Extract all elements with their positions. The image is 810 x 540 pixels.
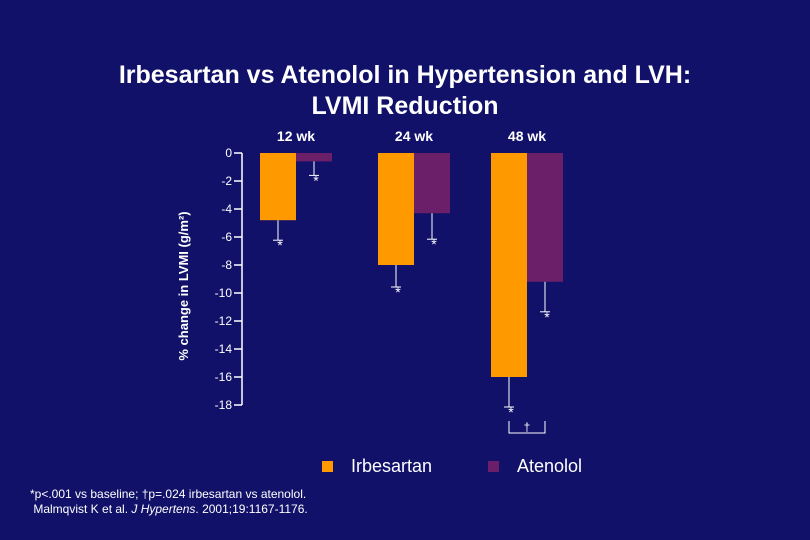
title-line-2: LVMI Reduction xyxy=(311,92,499,120)
significance-marker: * xyxy=(431,236,437,252)
bar-atenolol-12wk xyxy=(296,153,332,162)
slide-title: Irbesartan vs Atenolol in Hypertension a… xyxy=(0,60,810,122)
significance-marker: * xyxy=(395,284,401,300)
y-tick-label: -6 xyxy=(221,230,232,244)
y-tick-label: -18 xyxy=(215,398,233,412)
citation-details: . 2001;19:1167-1176. xyxy=(195,502,308,516)
significance-marker: * xyxy=(313,172,319,188)
footnote-significance: *p<.001 vs baseline; †p=.024 irbesartan … xyxy=(30,487,307,501)
y-tick-label: -16 xyxy=(215,370,233,384)
legend-swatch-atenolol xyxy=(488,460,499,472)
bar-irbesartan-48wk xyxy=(491,153,527,377)
bar-atenolol-24wk xyxy=(414,153,450,214)
y-tick-label: -10 xyxy=(215,286,233,300)
significance-marker: * xyxy=(508,404,514,420)
category-label: 12 wk xyxy=(277,128,315,144)
bars: 12 wk * * 24 wk * * 48 wk * * † xyxy=(260,128,563,434)
y-axis-label: % change in LVMI (g/m²) xyxy=(176,211,191,360)
y-tick-label: -2 xyxy=(221,174,232,188)
significance-marker: * xyxy=(544,309,550,325)
comparison-dagger: † xyxy=(524,420,531,434)
comparison-bracket xyxy=(508,421,546,434)
category-label: 48 wk xyxy=(508,128,546,144)
citation-authors: Malmqvist K et al. xyxy=(33,502,132,516)
footnote: *p<.001 vs baseline; †p=.024 irbesartan … xyxy=(30,487,308,517)
citation-journal: J Hypertens xyxy=(131,502,196,516)
category-label: 24 wk xyxy=(395,128,433,144)
legend-item-atenolol: Atenolol xyxy=(488,456,582,476)
y-tick-label: 0 xyxy=(225,146,232,160)
bar-irbesartan-24wk xyxy=(378,153,414,265)
y-tick-label: -8 xyxy=(221,258,232,272)
y-tick-label: -12 xyxy=(215,314,233,328)
y-tick-label: -4 xyxy=(221,202,232,216)
bar-atenolol-48wk xyxy=(527,153,563,282)
y-tick-label: -14 xyxy=(215,342,233,356)
legend-label-atenolol: Atenolol xyxy=(517,455,583,476)
significance-marker: * xyxy=(277,237,283,253)
y-axis: 0 -2 -4 -6 -8 -10 -12 -14 -16 -18 xyxy=(215,146,243,412)
footnote-citation: Malmqvist K et al. J Hypertens. 2001;19:… xyxy=(30,502,308,517)
legend-label-irbesartan: Irbesartan xyxy=(351,455,433,476)
bar-irbesartan-12wk xyxy=(260,153,296,221)
legend-swatch-irbesartan xyxy=(322,460,333,472)
title-line-1: Irbesartan vs Atenolol in Hypertension a… xyxy=(118,61,692,89)
legend-item-irbesartan: Irbesartan xyxy=(322,456,432,476)
